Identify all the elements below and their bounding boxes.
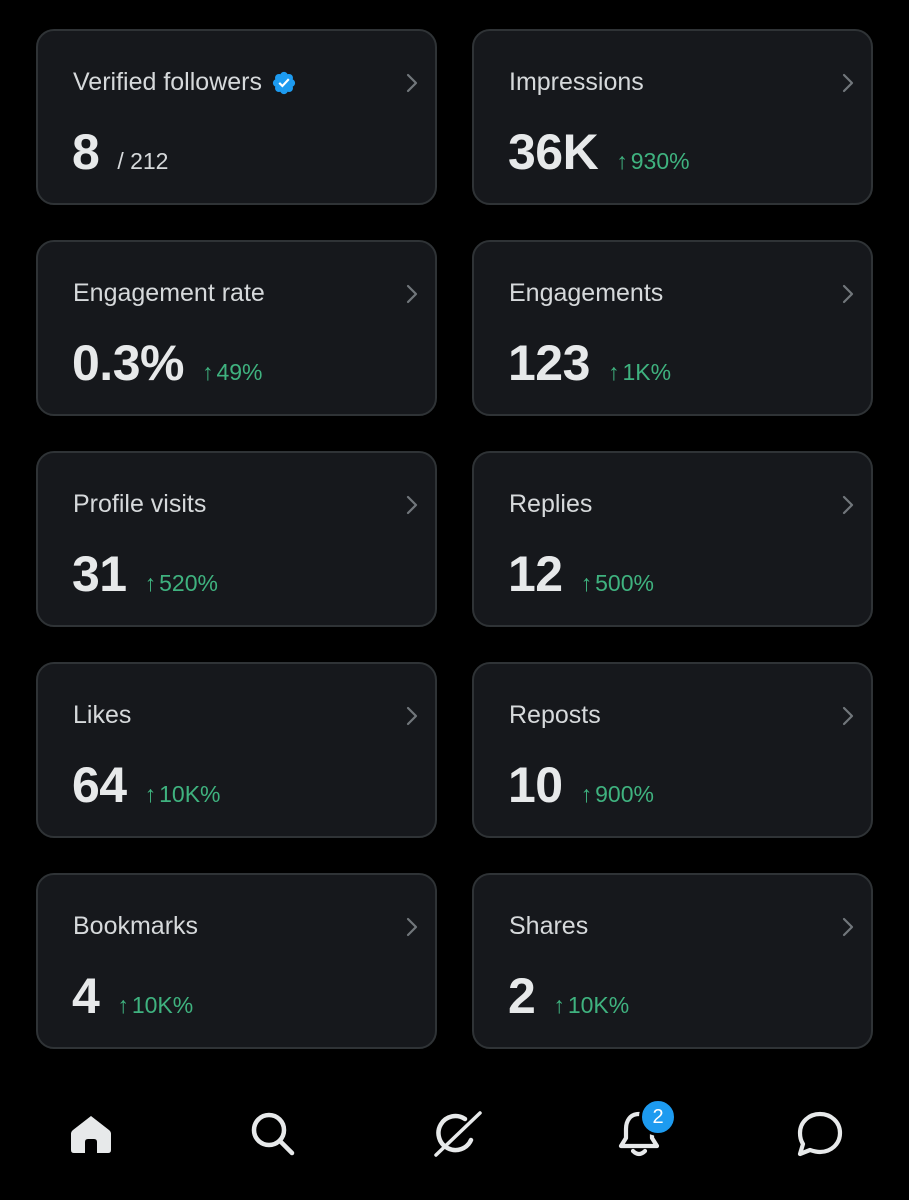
up-arrow-icon: ↑ (553, 992, 565, 1018)
value-row: 64 ↑ 10K% (72, 756, 221, 814)
nav-grok[interactable] (427, 1104, 487, 1164)
chevron-right-icon (406, 706, 418, 726)
metric-delta: ↑ 1K% (608, 359, 671, 386)
metric-delta: ↑ 900% (581, 781, 654, 808)
card-label-wrap: Verified followers (73, 68, 297, 97)
metric-value: 64 (72, 757, 127, 813)
value-row: 36K ↑ 930% (508, 123, 690, 181)
card-label: Likes (73, 701, 132, 729)
metric-delta: ↑ 520% (145, 570, 218, 597)
search-icon (251, 1112, 295, 1156)
chevron-right-icon (406, 284, 418, 304)
metric-total: / 212 (117, 148, 169, 174)
metric-value: 10 (508, 757, 563, 813)
delta-value: 49% (216, 359, 263, 385)
value-row: 12 ↑ 500% (508, 545, 654, 603)
metric-delta: ↑ 930% (616, 148, 689, 175)
nav-search[interactable] (243, 1104, 303, 1164)
analytics-grid: Verified followers 8 / 212 Impressions 3… (36, 29, 873, 1049)
card-label: Engagement rate (73, 279, 265, 307)
chevron-right-icon (406, 73, 418, 93)
chevron-right-icon (842, 706, 854, 726)
up-arrow-icon: ↑ (580, 781, 593, 807)
metric-value: 4 (72, 968, 100, 1024)
verified-badge-icon (271, 70, 297, 96)
metric-delta: ↑ 49% (202, 359, 263, 386)
value-row: 4 ↑ 10K% (72, 967, 193, 1025)
card-verified-followers[interactable]: Verified followers 8 / 212 (36, 29, 437, 205)
delta-value: 1K% (622, 359, 672, 385)
nav-home[interactable] (61, 1104, 121, 1164)
delta-value: 10K% (131, 992, 194, 1018)
delta-value: 520% (159, 570, 218, 596)
card-label: Engagements (509, 279, 664, 307)
card-replies[interactable]: Replies 12 ↑ 500% (472, 451, 873, 627)
nav-messages[interactable] (790, 1104, 850, 1164)
metric-delta: ↑ 10K% (145, 781, 221, 808)
metric-value: 123 (508, 335, 590, 391)
card-label: Verified followers (73, 68, 262, 96)
card-reposts[interactable]: Reposts 10 ↑ 900% (472, 662, 873, 838)
delta-value: 900% (595, 781, 654, 807)
value-row: 0.3% ↑ 49% (72, 334, 263, 392)
metric-value: 0.3% (72, 335, 184, 391)
card-label: Replies (509, 490, 593, 518)
card-likes[interactable]: Likes 64 ↑ 10K% (36, 662, 437, 838)
chevron-right-icon (842, 284, 854, 304)
card-label: Impressions (509, 68, 644, 96)
card-label: Shares (509, 912, 589, 940)
delta-value: 930% (630, 148, 690, 174)
metric-value: 8 (72, 124, 100, 180)
chevron-right-icon (406, 495, 418, 515)
metric-value: 2 (508, 968, 536, 1024)
card-engagement-rate[interactable]: Engagement rate 0.3% ↑ 49% (36, 240, 437, 416)
chevron-right-icon (842, 917, 854, 937)
metric-delta: ↑ 10K% (553, 992, 629, 1019)
metric-value: 31 (72, 546, 127, 602)
up-arrow-icon: ↑ (117, 992, 129, 1018)
chevron-right-icon (842, 495, 854, 515)
up-arrow-icon: ↑ (607, 359, 620, 385)
card-label: Reposts (509, 701, 601, 729)
card-impressions[interactable]: Impressions 36K ↑ 930% (472, 29, 873, 205)
notification-badge: 2 (639, 1098, 677, 1136)
card-shares[interactable]: Shares 2 ↑ 10K% (472, 873, 873, 1049)
delta-value: 500% (595, 570, 654, 596)
card-label: Profile visits (73, 490, 207, 518)
up-arrow-icon: ↑ (144, 781, 157, 807)
up-arrow-icon: ↑ (144, 570, 157, 596)
home-icon (71, 1116, 111, 1153)
delta-value: 10K% (567, 992, 630, 1018)
card-bookmarks[interactable]: Bookmarks 4 ↑ 10K% (36, 873, 437, 1049)
chevron-right-icon (406, 917, 418, 937)
metric-delta: ↑ 500% (581, 570, 654, 597)
up-arrow-icon: ↑ (580, 570, 593, 596)
value-row: 8 / 212 (72, 123, 168, 181)
grok-icon (434, 1111, 482, 1157)
card-label: Bookmarks (73, 912, 199, 940)
card-engagements[interactable]: Engagements 123 ↑ 1K% (472, 240, 873, 416)
nav-notifications[interactable]: 2 (609, 1098, 677, 1164)
chevron-right-icon (842, 73, 854, 93)
bottom-nav-bar: 2 (0, 1080, 909, 1190)
metric-value: 36K (508, 124, 599, 180)
card-profile-visits[interactable]: Profile visits 31 ↑ 520% (36, 451, 437, 627)
value-row: 2 ↑ 10K% (508, 967, 629, 1025)
value-row: 31 ↑ 520% (72, 545, 218, 603)
delta-value: 10K% (159, 781, 221, 807)
up-arrow-icon: ↑ (201, 359, 214, 385)
metric-delta: ↑ 10K% (117, 992, 193, 1019)
messages-icon (797, 1111, 843, 1157)
value-row: 10 ↑ 900% (508, 756, 654, 814)
value-row: 123 ↑ 1K% (508, 334, 671, 392)
metric-value: 12 (508, 546, 563, 602)
up-arrow-icon: ↑ (616, 148, 628, 174)
